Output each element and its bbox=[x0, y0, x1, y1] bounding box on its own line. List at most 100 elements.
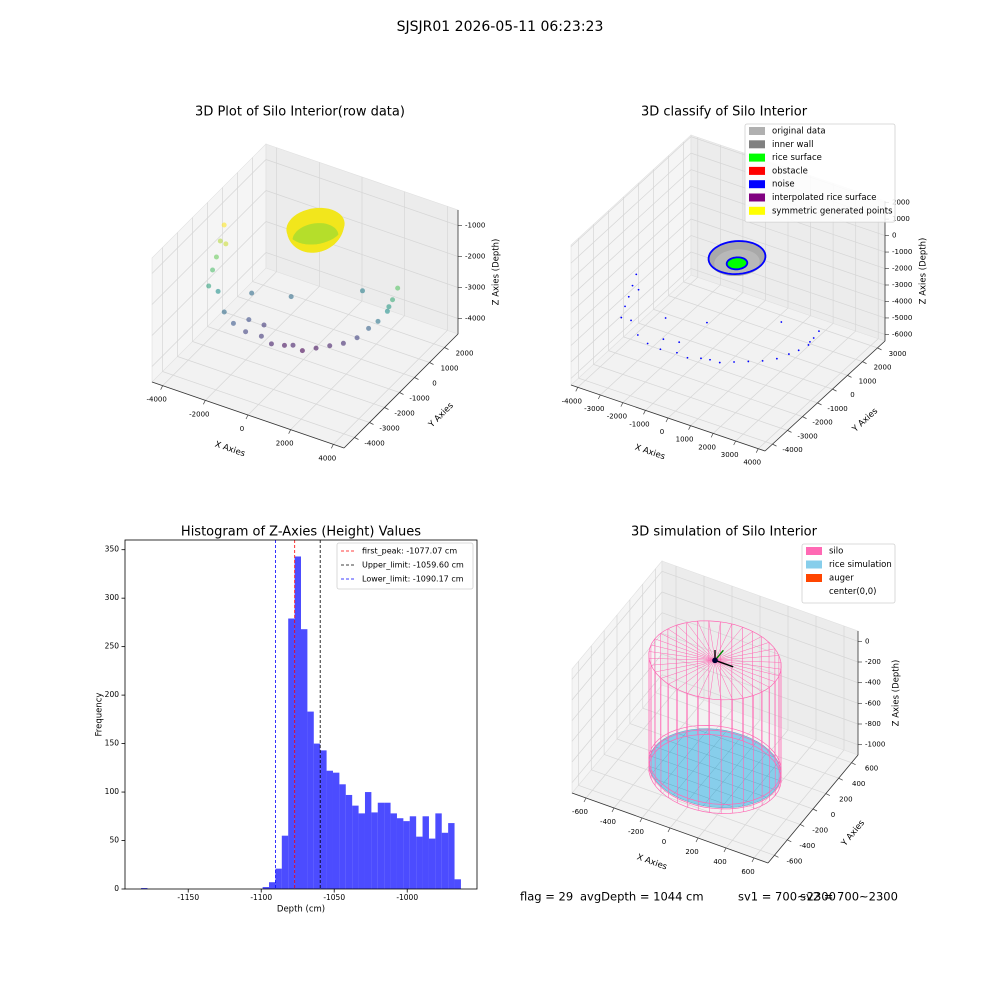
grid-line bbox=[570, 268, 692, 379]
silo-spoke bbox=[654, 638, 716, 661]
x-tick-label: 400 bbox=[713, 858, 726, 866]
data-point bbox=[630, 319, 632, 322]
bar bbox=[384, 802, 391, 889]
tick-mark bbox=[288, 429, 291, 434]
tick-mark bbox=[611, 807, 615, 813]
subplot-title: 3D classify of Silo Interior bbox=[641, 105, 808, 120]
x-axis-label: Depth (cm) bbox=[277, 905, 325, 915]
y-tick-label: 100 bbox=[105, 787, 120, 796]
z-axis-label: Z Axies (Depth) bbox=[892, 660, 902, 727]
grid-line bbox=[661, 612, 859, 683]
data-point bbox=[631, 284, 634, 287]
auger bbox=[714, 659, 734, 668]
tick-mark bbox=[203, 400, 206, 405]
grid-line bbox=[151, 190, 267, 305]
bar bbox=[262, 887, 270, 889]
data-point bbox=[620, 316, 623, 319]
x-tick-label: -2000 bbox=[189, 410, 209, 418]
tick-mark bbox=[369, 422, 374, 425]
z-tick-label: -1000 bbox=[465, 222, 485, 230]
bar bbox=[307, 711, 314, 889]
legend-swatch bbox=[749, 140, 765, 149]
bar bbox=[320, 750, 327, 889]
silo-spoke bbox=[714, 660, 763, 693]
silo-spoke bbox=[714, 660, 733, 700]
silo-spoke bbox=[714, 660, 744, 699]
y-tick-label: 0 bbox=[432, 380, 436, 388]
bar bbox=[332, 772, 340, 889]
x-tick-label: 3000 bbox=[721, 451, 739, 459]
grid-line bbox=[690, 202, 886, 269]
bar bbox=[313, 743, 321, 889]
grid-line bbox=[207, 326, 400, 393]
data-point bbox=[213, 254, 219, 260]
y-tick-label: 0 bbox=[850, 391, 854, 399]
legend-swatch bbox=[749, 180, 765, 189]
x-tick-label: -1000 bbox=[629, 420, 649, 428]
tick-mark bbox=[667, 827, 671, 833]
tick-mark bbox=[774, 854, 779, 858]
silo-spoke bbox=[714, 636, 762, 661]
tick-mark bbox=[639, 817, 643, 823]
data-point bbox=[797, 349, 800, 352]
grid-line bbox=[712, 323, 834, 434]
grid-line bbox=[622, 292, 744, 403]
silo-spoke bbox=[714, 660, 754, 696]
y-tick-label: -1000 bbox=[827, 405, 847, 413]
z-tick-label: -3000 bbox=[892, 281, 912, 289]
tick-mark bbox=[787, 430, 792, 433]
tick-mark bbox=[755, 448, 759, 453]
silo-spoke bbox=[714, 660, 770, 688]
rice-mesh bbox=[703, 741, 757, 806]
data-point bbox=[624, 305, 626, 308]
z-tick-label: -4000 bbox=[892, 297, 912, 305]
bowl-rim bbox=[286, 207, 345, 246]
legend-swatch bbox=[806, 560, 822, 569]
bar bbox=[409, 816, 417, 889]
data-point bbox=[313, 345, 319, 351]
x-tick-label: -3000 bbox=[584, 405, 604, 413]
tick-mark bbox=[429, 362, 434, 365]
y-axis-line bbox=[343, 333, 459, 449]
legend-label: rice simulation bbox=[829, 560, 892, 570]
legend-swatch bbox=[749, 153, 765, 162]
grid-line bbox=[735, 330, 856, 442]
data-point bbox=[384, 308, 390, 314]
bar bbox=[441, 832, 449, 889]
silo-spoke bbox=[667, 628, 716, 661]
x-axis-line bbox=[570, 384, 766, 452]
tick-mark bbox=[710, 433, 714, 438]
z-tick-label: 0 bbox=[865, 637, 869, 645]
data-point bbox=[390, 297, 396, 303]
x-tick-label: -4000 bbox=[146, 396, 166, 404]
data-point bbox=[718, 361, 721, 364]
axes-frame bbox=[124, 539, 478, 890]
y-tick-label: -200 bbox=[812, 826, 828, 834]
rice-mesh bbox=[741, 762, 779, 807]
x-tick-label: 1000 bbox=[676, 436, 694, 444]
z-tick-label: 1000 bbox=[892, 215, 910, 223]
figure-title: SJSJR01 2026-05-11 06:23:23 bbox=[397, 19, 604, 35]
grid-line bbox=[661, 591, 859, 663]
grid-line bbox=[653, 309, 848, 376]
z-tick-label: -400 bbox=[865, 679, 881, 687]
y-tick-label: -2000 bbox=[812, 419, 832, 427]
silo-spoke bbox=[650, 644, 716, 661]
tick-mark bbox=[847, 375, 852, 378]
tick-mark bbox=[444, 347, 449, 350]
bar bbox=[422, 816, 429, 889]
bar bbox=[403, 821, 410, 889]
bar bbox=[352, 805, 359, 889]
y-tick-label: -400 bbox=[799, 842, 815, 850]
tick-mark bbox=[575, 387, 579, 392]
x-axis-line bbox=[151, 381, 345, 449]
y-tick-label: 3000 bbox=[889, 350, 907, 358]
grid-line bbox=[571, 633, 663, 742]
data-point bbox=[210, 267, 216, 273]
silo-spoke bbox=[660, 660, 716, 679]
bar bbox=[454, 879, 461, 889]
data-point bbox=[780, 321, 783, 323]
silo-spoke bbox=[668, 660, 716, 685]
z-tick-label: -600 bbox=[865, 699, 881, 707]
data-point bbox=[221, 309, 227, 315]
